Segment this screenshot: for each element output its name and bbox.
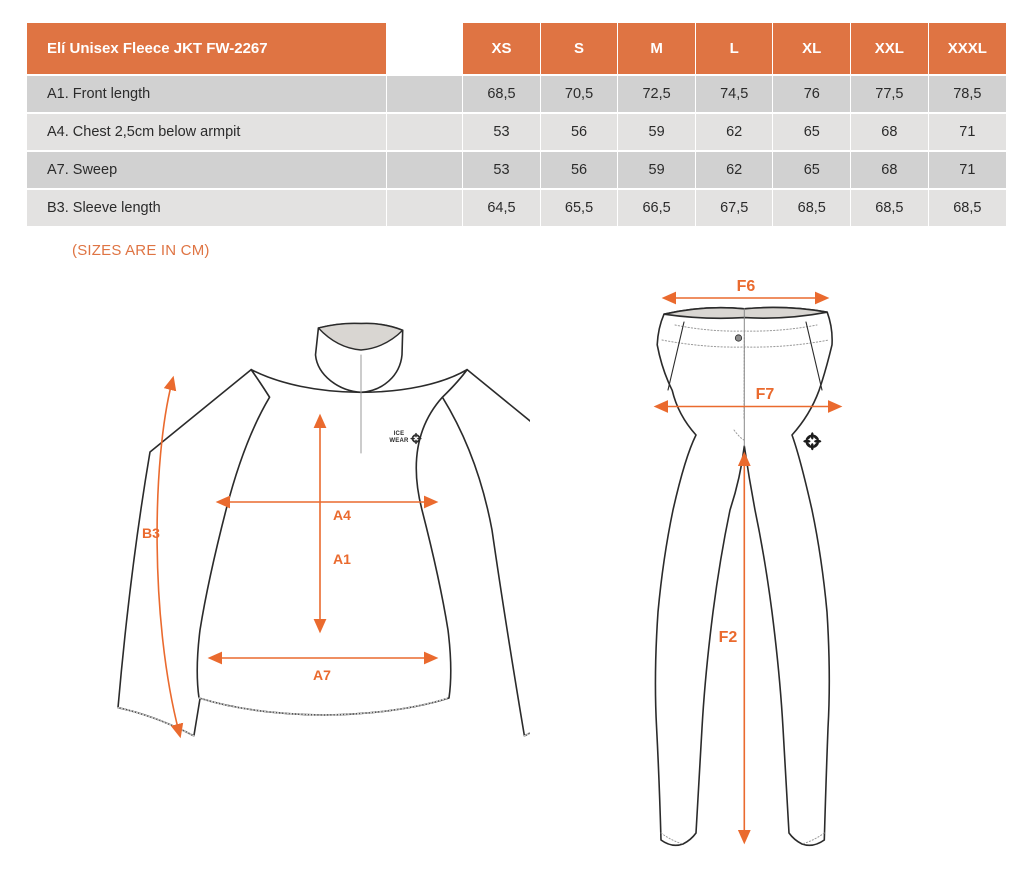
svg-text:F6: F6 (737, 280, 756, 295)
svg-text:ICE: ICE (394, 431, 405, 437)
svg-text:F2: F2 (719, 629, 738, 646)
svg-text:A1: A1 (333, 551, 351, 567)
svg-text:F7: F7 (756, 386, 775, 403)
svg-text:WEAR: WEAR (389, 438, 409, 444)
svg-text:B3: B3 (142, 525, 160, 541)
svg-text:A4: A4 (333, 507, 351, 523)
svg-text:A7: A7 (313, 667, 331, 683)
